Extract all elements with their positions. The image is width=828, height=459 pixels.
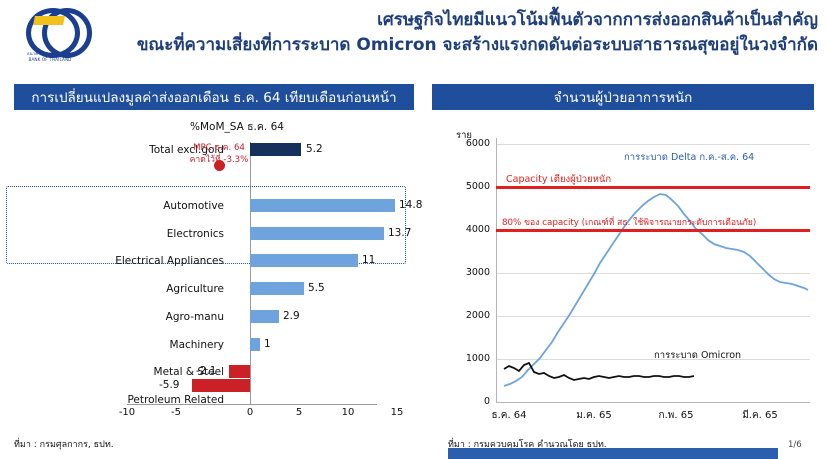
highlight-box <box>6 186 406 264</box>
cat-label-machinery: Machinery <box>169 339 224 351</box>
value-total-excl-gold: 5.2 <box>306 143 323 155</box>
ytick-2000: 2000 <box>465 310 490 321</box>
mpc-marker-dot <box>214 160 225 171</box>
bar-machinery <box>250 338 260 351</box>
gridline-6000 <box>496 144 810 145</box>
cat-label-automotive: Automotive <box>163 200 224 212</box>
right-chart-unit: ราย <box>456 130 473 141</box>
omicron-series-line <box>503 361 695 381</box>
mpc-note-line-2: คาดไว้ที่ -3.3% <box>189 154 249 165</box>
xtick--5: -5 <box>171 407 181 418</box>
right-panel-title: จำนวนผู้ป่วยอาการหนัก <box>432 84 814 110</box>
cat-label-total-excl-gold: Total excl.gold <box>149 144 224 156</box>
left-source-note: ที่มา : กรมศุลกากร, ธปท. <box>14 440 114 450</box>
bar-petroleum-related <box>192 379 250 392</box>
value-electronics: 13.7 <box>388 227 412 239</box>
annotation-capacity: Capacity เตียงผู้ป่วยหนัก <box>506 174 612 185</box>
cat-label-agro-manu: Agro-manu <box>165 311 224 323</box>
ytick-0: 0 <box>483 396 490 407</box>
x-axis-line <box>127 404 377 405</box>
export-change-bar-chart: %MoM_SA ธ.ค. 64 -10 -5 0 5 10 15 Total e… <box>6 116 422 436</box>
logo-caption: ธนาคารแห่งประเทศไทย BANK OF THAILAND <box>27 51 73 62</box>
gridline-3000 <box>496 273 810 274</box>
bar-metal-steel <box>229 365 250 378</box>
value-automotive: 14.8 <box>399 199 423 211</box>
xtick-0: 0 <box>246 407 254 418</box>
ytick-3000: 3000 <box>465 267 490 278</box>
bot-logo: ธนาคารแห่งประเทศไทย BANK OF THAILAND <box>14 6 92 68</box>
delta-series-line <box>503 193 809 387</box>
ytick-5000: 5000 <box>465 181 490 192</box>
value-agro-manu: 2.9 <box>283 310 300 322</box>
headline-line-2: ขณะที่ความเสี่ยงที่การระบาด Omicron จะสร… <box>136 34 818 55</box>
gridline-2000 <box>496 316 810 317</box>
cat-label-petroleum-related: Petroleum Related <box>127 394 224 406</box>
logo-ring-right <box>42 8 92 58</box>
bar-agro-manu <box>250 310 279 323</box>
cat-label-agriculture: Agriculture <box>166 283 224 295</box>
line-series-svg <box>503 193 809 387</box>
right-x-axis <box>496 402 810 403</box>
right-y-axis <box>496 138 497 402</box>
bar-electronics <box>250 227 384 240</box>
xtick-dec64: ธ.ค. 64 <box>491 410 527 421</box>
bar-electrical-appliances <box>250 254 358 267</box>
page-number: 1/6 <box>788 440 802 450</box>
annotation-delta: การระบาด Delta ก.ค.-ส.ค. 64 <box>624 152 755 163</box>
xtick-10: 10 <box>341 407 355 418</box>
cat-label-electronics: Electronics <box>166 228 224 240</box>
right-source-note: ที่มา : กรมควบคุมโรค คำนวณโดย ธปท. <box>448 440 607 450</box>
xtick--10: -10 <box>118 407 136 418</box>
annotation-capacity-80: 80% ของ capacity (เกณฑ์ที่ สธ. ใช้พิจารณ… <box>502 218 757 228</box>
left-panel-title: การเปลี่ยนแปลงมูลค่าส่งออกเดือน ธ.ค. 64 … <box>14 84 414 110</box>
severe-cases-line-chart: ราย 6000 5000 4000 3000 2000 1000 0 ธ.ค.… <box>432 116 818 436</box>
ytick-6000: 6000 <box>465 138 490 149</box>
zero-axis-line <box>250 142 251 404</box>
capacity-80-line <box>496 229 810 232</box>
page-title: เศรษฐกิจไทยมีแนวโน้มฟื้นตัวจากการส่งออกส… <box>96 8 818 57</box>
annotation-omicron: การระบาด Omicron <box>654 350 742 361</box>
headline-line-1: เศรษฐกิจไทยมีแนวโน้มฟื้นตัวจากการส่งออกส… <box>377 10 818 30</box>
value-electrical-appliances: 11 <box>362 254 376 266</box>
bar-agriculture <box>250 282 304 295</box>
xtick-15: 15 <box>390 407 404 418</box>
capacity-line <box>496 186 810 189</box>
value-machinery: 1 <box>264 338 271 350</box>
xtick-feb65: ก.พ. 65 <box>658 410 694 421</box>
left-chart-unit: %MoM_SA ธ.ค. 64 <box>190 121 284 133</box>
xtick-jan65: ม.ค. 65 <box>576 410 612 421</box>
ytick-4000: 4000 <box>465 224 490 235</box>
xtick-5: 5 <box>295 407 303 418</box>
value-petroleum-related: -5.9 <box>159 379 180 391</box>
footer-bar <box>448 448 778 459</box>
ytick-1000: 1000 <box>465 353 490 364</box>
bar-automotive <box>250 199 395 212</box>
bar-total-excl-gold <box>250 143 301 156</box>
value-agriculture: 5.5 <box>308 282 325 294</box>
value-metal-steel: -2.1 <box>196 365 217 377</box>
cat-label-electrical-appliances: Electrical Appliances <box>115 255 224 267</box>
logo-bar <box>33 16 65 25</box>
xtick-mar65: มี.ค. 65 <box>742 410 778 421</box>
gridline-1000 <box>496 359 810 360</box>
cat-label-metal-steel: Metal & Steel <box>153 366 224 378</box>
mpc-note-line-1: MPC-ธ.ค. 64 <box>193 143 245 153</box>
